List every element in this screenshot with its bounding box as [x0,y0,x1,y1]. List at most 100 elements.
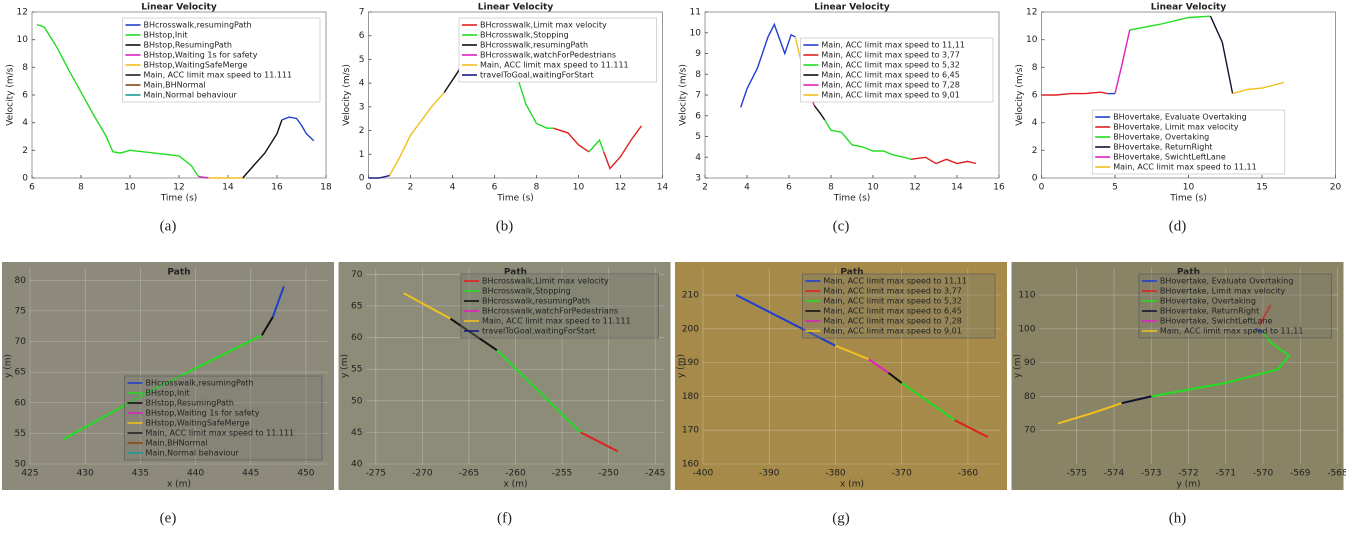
x-tick-label: 4 [450,183,456,193]
x-tick-label: 8 [78,183,84,193]
y-tick-label: 8 [1032,63,1038,73]
legend-label: Main, ACC limit max speed to 9,01 [821,91,959,100]
x-tick-label: -572 [1178,469,1198,479]
x-tick-label: 10 [867,183,879,193]
legend-label: Main, ACC limit max speed to 5,32 [821,61,959,70]
y-tick-label: 1 [359,150,365,160]
x-tick-label: 0 [366,183,372,193]
x-tick-label: 0 [1039,183,1045,193]
y-axis-label: y (m) [677,354,687,378]
x-tick-label: -270 [412,469,433,479]
y-tick-label: 0 [22,174,28,184]
x-tick-label: -390 [759,469,780,479]
y-tick-label: 10 [1026,35,1038,45]
legend-label: BHovertake, Overtaking [1113,133,1209,142]
legend-label: Main, ACC limit max speed to 11.111 [146,429,295,438]
y-tick-label: 2 [22,146,28,156]
y-tick-label: 80 [1024,392,1036,402]
x-tick-label: 10 [1183,183,1195,193]
x-tick-label: 425 [21,469,38,479]
x-axis-label: Time (s) [160,194,198,204]
y-tick-label: 200 [682,324,699,334]
legend-label: Main,BHNormal [146,439,208,448]
y-axis-label: y (m) [340,354,350,378]
y-axis-label: Velocity (m/s) [679,64,689,126]
x-tick-label: -575 [1067,469,1087,479]
y-tick-label: 0 [359,174,365,184]
y-tick-label: 40 [351,460,363,470]
chart-title: Linear Velocity [814,3,890,13]
y-tick-label: 8 [22,63,28,73]
y-tick-label: 4 [1032,118,1038,128]
legend-label: Main, ACC limit max speed to 5,32 [823,297,961,306]
caption: (g) [832,510,850,526]
y-tick-label: 45 [351,428,362,438]
x-tick-label: 6 [786,183,792,193]
y-tick-label: 6 [22,91,28,101]
chart-title: Linear Velocity [478,3,554,13]
y-tick-label: 65 [15,368,26,378]
y-tick-label: 9 [695,49,701,59]
y-tick-label: 5 [695,132,701,142]
x-tick-label: 6 [29,183,35,193]
legend-label: BHstop,Init [146,389,190,398]
x-tick-label: 4 [744,183,750,193]
legend-label: BHcrosswalk,Limit max velocity [482,277,609,286]
y-tick-label: 4 [359,79,365,89]
x-tick-label: 12 [909,183,920,193]
legend-label: BHcrosswalk,resumingPath [146,379,254,388]
y-tick-label: 8 [695,70,701,80]
y-tick-label: 0 [1032,174,1038,184]
y-tick-label: 6 [695,111,701,121]
y-tick-label: 70 [351,270,363,280]
y-tick-label: 60 [351,333,363,343]
x-tick-label: -255 [552,469,572,479]
x-tick-label: -260 [505,469,526,479]
caption: (d) [1169,218,1187,234]
legend-label: Main, ACC limit max speed to 11,11 [821,41,965,50]
y-tick-label: 65 [351,301,362,311]
x-axis-label: y (m) [1177,480,1201,490]
y-tick-label: 100 [1018,324,1035,334]
legend-label: travelToGoal,waitingForStart [482,327,596,336]
x-tick-label: 6 [492,183,498,193]
y-tick-label: 6 [1032,91,1038,101]
legend-label: Main, ACC limit max speed to 6,45 [821,71,959,80]
legend-label: BHstop,ResumingPath [146,399,234,408]
caption: (a) [160,218,177,234]
y-tick-label: 2 [1032,146,1038,156]
y-tick-label: 10 [17,35,29,45]
y-tick-label: 7 [695,91,701,101]
y-tick-label: 80 [15,276,27,286]
chart-title: Path [167,268,190,278]
y-tick-label: 110 [1018,291,1035,301]
y-axis-label: y (m) [1013,354,1023,378]
x-tick-label: 16 [271,183,283,193]
x-tick-label: -245 [645,469,665,479]
x-tick-label: 450 [297,469,314,479]
x-tick-label: 440 [187,469,204,479]
y-axis-label: y (m) [4,354,14,378]
legend-label: Main, ACC limit max speed to 6,45 [823,307,961,316]
legend-label: BHcrosswalk,watchForPedestrians [480,51,616,60]
y-tick-label: 180 [682,392,699,402]
x-tick-label: 10 [124,183,136,193]
legend-label: BHovertake, ReturnRight [1113,143,1212,152]
y-tick-label: 55 [351,365,362,375]
legend-label: Main, ACC limit max speed to 9,01 [823,327,961,336]
caption: (e) [160,510,177,526]
x-tick-label: -250 [598,469,619,479]
legend-label: Main, ACC limit max speed to 11,11 [1160,327,1304,336]
figure: 681012141618024681012Linear VelocityTime… [0,0,1346,534]
y-tick-label: 170 [682,426,699,436]
legend-label: Main,Normal behaviour [146,449,240,458]
legend-label: BHcrosswalk,resumingPath [480,41,588,50]
legend-label: Main, ACC limit max speed to 11,11 [823,277,967,286]
caption: (f) [497,510,512,526]
legend-label: BHcrosswalk,resumingPath [482,297,590,306]
legend-label: BHovertake, SwichtLeftLane [1160,317,1273,326]
x-tick-label: -265 [459,469,479,479]
x-axis-label: Time (s) [833,194,871,204]
legend-label: Main,BHNormal [144,81,206,90]
x-axis-label: x (m) [167,480,191,490]
